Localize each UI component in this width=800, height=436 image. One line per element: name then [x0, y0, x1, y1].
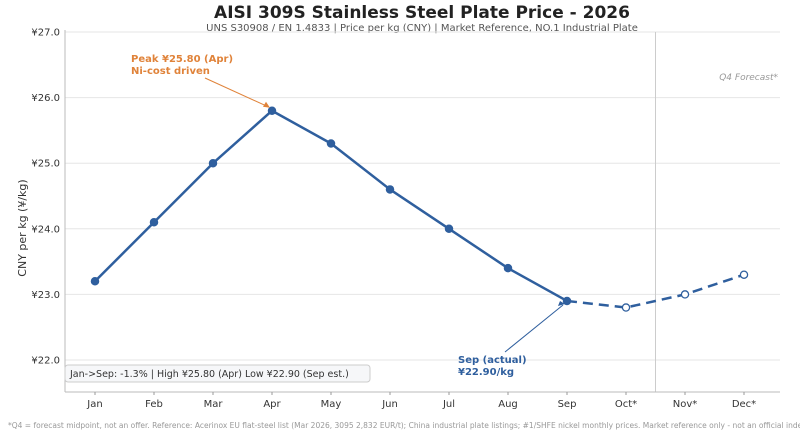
sep-annotation-text: ¥22.90/kg [458, 367, 514, 378]
sep-arrowhead [558, 300, 565, 306]
data-point [149, 217, 159, 227]
x-tick-label: Jun [381, 399, 398, 410]
data-point [208, 158, 218, 168]
x-tick-label: Dec* [732, 399, 756, 410]
y-axis-label: CNY per kg (¥/kg) [16, 179, 29, 276]
data-point [90, 277, 100, 286]
data-point [444, 224, 454, 234]
data-point [326, 139, 336, 148]
peak-annotation-text: Peak ¥25.80 (Apr) [131, 54, 233, 65]
x-tick-label: Mar [204, 399, 224, 410]
stats-text: Jan->Sep: -1.3% | High ¥25.80 (Apr) Low … [69, 369, 349, 380]
data-points [90, 106, 749, 312]
chart-subtitle: UNS S30908 / EN 1.4833 | Price per kg (C… [206, 23, 638, 34]
x-tick-label: Apr [263, 399, 281, 410]
peak-arrowhead [263, 101, 270, 108]
chart-title: AISI 309S Stainless Steel Plate Price - … [214, 3, 630, 23]
data-point-forecast [680, 290, 690, 299]
y-tick-label: ¥25.0 [31, 159, 60, 170]
data-point-forecast [739, 270, 749, 279]
peak-annotation-text: Ni-cost driven [131, 66, 210, 77]
y-tick-label: ¥23.0 [31, 290, 60, 301]
x-tick-labels: Jan Feb Mar Apr May Jun Jul Aug Sep Oct* Nov* Dec* [86, 392, 756, 410]
annotations: Peak ¥25.80 (Apr)Ni-cost driven Sep (actu… [131, 54, 565, 378]
data-point [562, 296, 572, 306]
y-tick-label: ¥24.0 [31, 224, 60, 235]
sep-arrow [504, 304, 564, 353]
footnote: *Q4 = forecast midpoint, not an offer. R… [8, 421, 800, 430]
x-tick-label: Oct* [615, 399, 637, 410]
series-line-actual [94, 109, 568, 303]
data-point [503, 263, 513, 273]
y-tick-labels: ¥22.0 ¥23.0 ¥24.0 ¥25.0 ¥26.0 ¥27.0 [31, 28, 60, 367]
x-tick-label: Sep [558, 399, 577, 410]
x-tick-label: Feb [145, 399, 163, 410]
peak-arrow [204, 77, 269, 108]
series-line-forecast [566, 273, 745, 309]
sep-annotation-text: Sep (actual) [458, 355, 527, 366]
grid-layer [65, 31, 780, 361]
data-point-forecast [621, 303, 631, 312]
x-tick-label: Jul [442, 399, 455, 410]
x-tick-label: Aug [498, 399, 518, 410]
y-tick-label: ¥26.0 [31, 93, 60, 104]
y-tick-label: ¥22.0 [31, 356, 60, 367]
x-tick-label: Nov* [673, 399, 698, 410]
y-tick-label: ¥27.0 [31, 28, 60, 39]
data-point [267, 106, 277, 115]
stats-box: Jan->Sep: -1.3% | High ¥25.80 (Apr) Low … [64, 364, 371, 383]
axes-layer [64, 30, 780, 393]
x-tick-label: May [321, 399, 342, 410]
forecast-label: Q4 Forecast* [719, 73, 778, 83]
data-point [385, 185, 395, 194]
x-tick-label: Jan [86, 399, 102, 410]
